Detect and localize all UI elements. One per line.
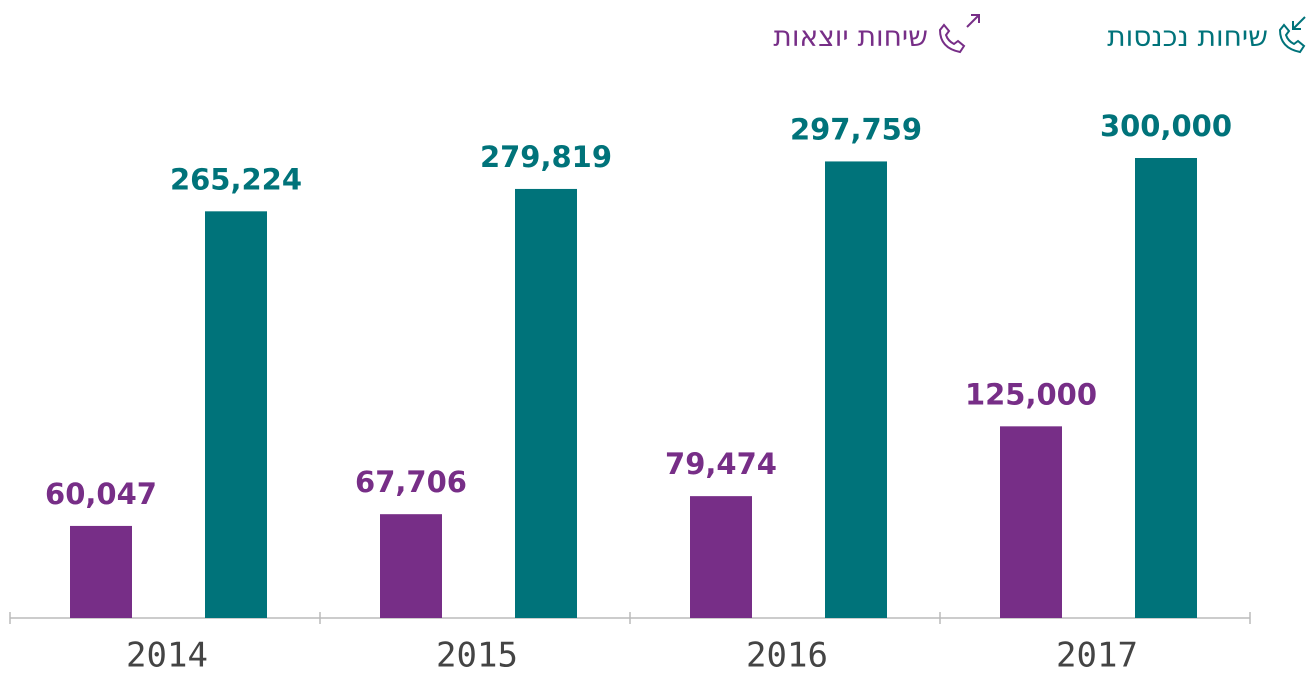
- legend: שיחות נכנסות שיחות יוצאות: [773, 14, 1306, 54]
- legend-icon-incoming: [1278, 16, 1306, 54]
- value-label: 297,759: [790, 112, 922, 146]
- x-tick-label: 2014: [126, 636, 208, 674]
- value-label: 265,224: [170, 162, 302, 196]
- bar: [205, 211, 267, 619]
- x-tick-label: 2016: [746, 636, 828, 674]
- value-label: 279,819: [480, 140, 612, 174]
- legend-label: שיחות יוצאות: [773, 20, 928, 53]
- bar: [825, 161, 887, 618]
- value-label: 125,000: [965, 377, 1097, 411]
- value-label: 67,706: [355, 465, 467, 499]
- x-tick-label: 2017: [1056, 636, 1138, 674]
- bar: [1135, 158, 1197, 618]
- bar: [515, 188, 577, 618]
- bar: [1000, 426, 1062, 618]
- legend-label: שיחות נכנסות: [1107, 20, 1268, 53]
- value-label: 60,047: [45, 477, 157, 511]
- value-label: 79,474: [665, 447, 777, 481]
- value-label: 300,000: [1100, 109, 1232, 143]
- bar: [70, 525, 132, 618]
- legend-icon-outgoing: [938, 14, 980, 54]
- bar: [690, 496, 752, 618]
- x-tick-label: 2015: [436, 636, 518, 674]
- bar: [380, 514, 442, 618]
